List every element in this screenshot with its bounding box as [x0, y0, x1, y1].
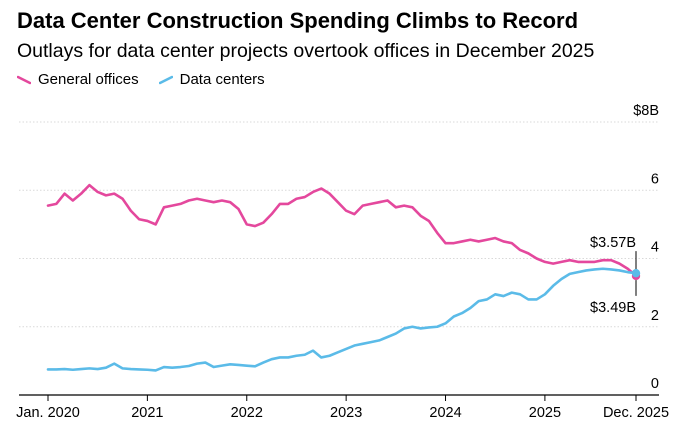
- legend-label-general-offices: General offices: [38, 71, 139, 88]
- x-tick-label-24: 2022: [231, 405, 263, 421]
- legend-label-data-centers: Data centers: [179, 71, 265, 88]
- series-lines: [46, 183, 638, 372]
- x-axis: Jan. 2020 2021 2022 2023 2024 2025 Dec. 2025: [16, 395, 669, 421]
- x-tick-label-36: 2023: [330, 405, 362, 421]
- legend-item-data-centers: Data centers: [158, 71, 265, 88]
- x-tick-label-71: Dec. 2025: [603, 405, 669, 421]
- legend-swatch-general-offices: [17, 75, 31, 85]
- x-tick-label-60: 2025: [529, 405, 561, 421]
- legend-swatch-data-centers: [158, 75, 173, 85]
- chart-title: Data Center Construction Spending Climbs…: [17, 8, 579, 33]
- y-tick-label-4: 4: [651, 240, 659, 256]
- y-tick-label-0: 0: [651, 376, 659, 392]
- chart-subtitle: Outlays for data center projects overtoo…: [17, 40, 595, 62]
- series-line-general-offices: [46, 183, 638, 278]
- annotation-general-offices-value: $3.49B: [590, 300, 636, 316]
- legend-item-general-offices: General offices: [17, 71, 139, 88]
- x-tick-label-12: 2021: [131, 405, 163, 421]
- y-tick-label-2: 2: [651, 308, 659, 324]
- annotation-data-centers-value: $3.57B: [590, 235, 636, 251]
- annotations: $3.57B $3.49B: [590, 235, 641, 316]
- x-tick-label-0: Jan. 2020: [16, 405, 80, 421]
- gridlines: 0 2 4 6 $8B: [19, 103, 659, 396]
- series-line-data-centers: [46, 267, 638, 372]
- chart-legend: General offices Data centers: [17, 71, 285, 88]
- endpoint-data-centers: [631, 268, 641, 278]
- y-tick-label-8: $8B: [633, 103, 659, 119]
- y-tick-label-6: 6: [651, 171, 659, 187]
- x-tick-label-48: 2024: [429, 405, 461, 421]
